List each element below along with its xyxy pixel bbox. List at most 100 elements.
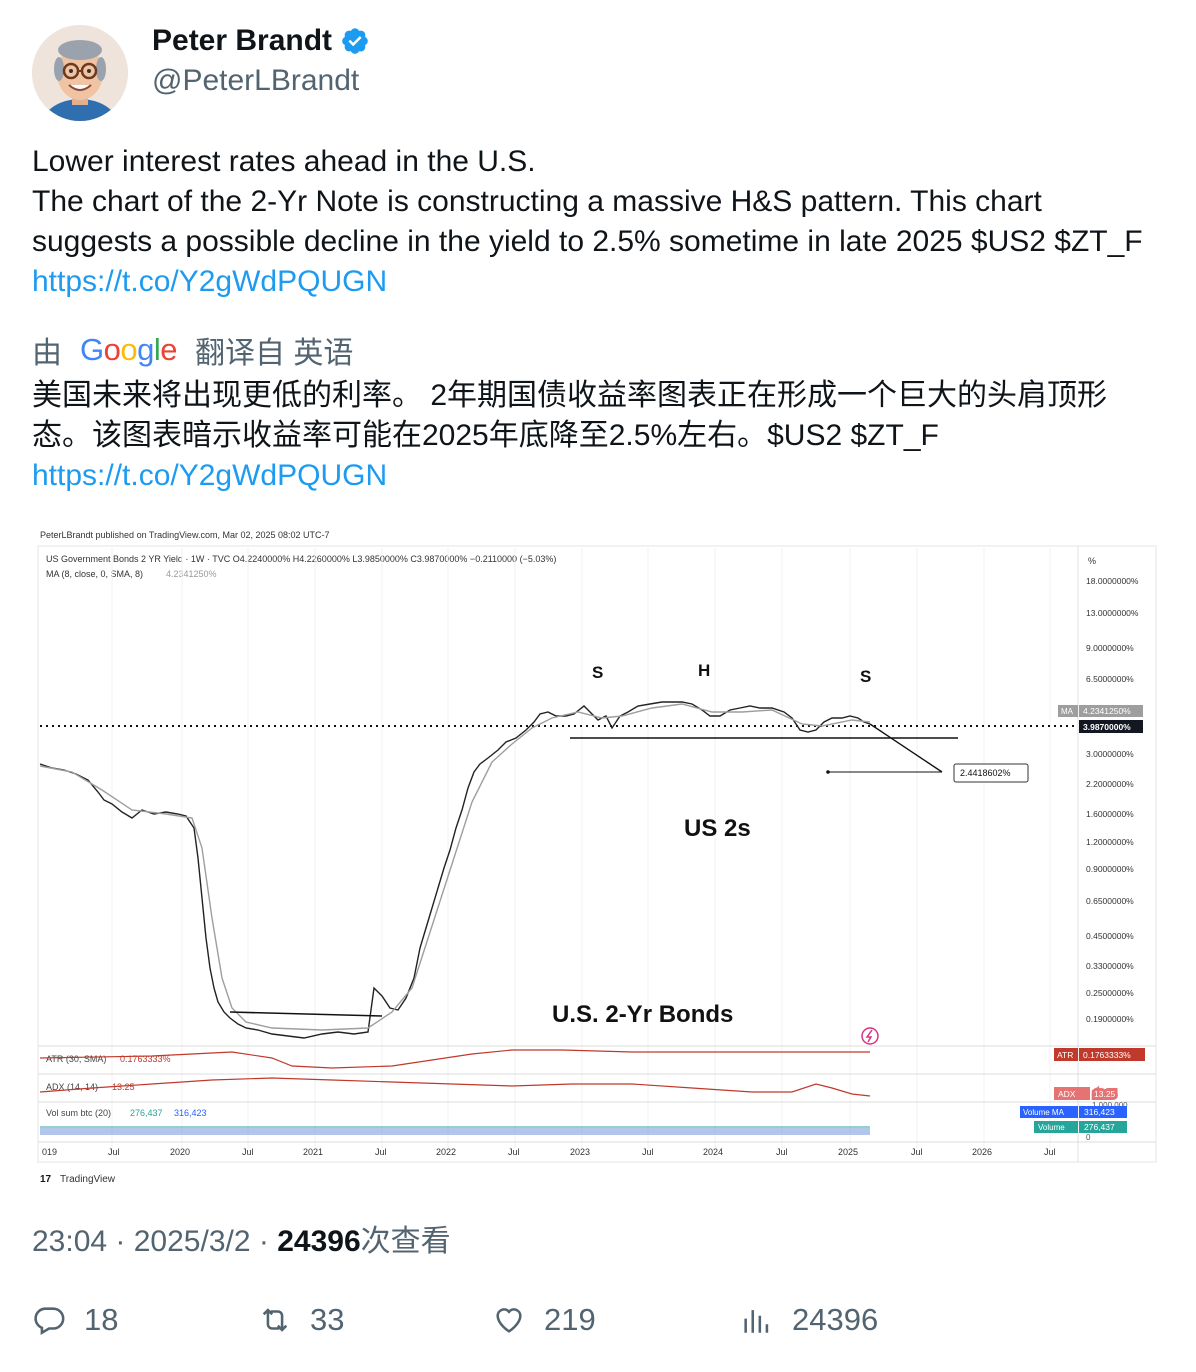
reply-button[interactable]: 18	[32, 1302, 118, 1338]
pattern-s2: S	[860, 667, 871, 686]
target-callout	[953, 763, 1029, 783]
tweet-line-2-text: The chart of the 2-Yr Note is constructi…	[32, 185, 1143, 258]
annotation-2yr-bonds: U.S. 2-Yr Bonds	[552, 1001, 733, 1028]
vol-tag-label: Volume	[1038, 1123, 1065, 1132]
vol-ma-value: 276,437	[130, 1108, 163, 1118]
atr-label: ATR (30, SMA)	[46, 1054, 106, 1064]
pattern-h: H	[698, 661, 710, 680]
heart-icon	[496, 1308, 522, 1333]
author-name[interactable]: Peter Brandt	[152, 24, 370, 58]
like-count: 219	[544, 1302, 596, 1337]
ma-value-tag	[1079, 705, 1143, 717]
last-price-tag	[1079, 720, 1143, 733]
reply-icon	[34, 1307, 65, 1336]
verified-badge-icon	[342, 28, 368, 54]
ma-series	[39, 703, 871, 1031]
y-tick: 13.0000000%	[1086, 608, 1139, 618]
y-tick: 1.2000000%	[1086, 837, 1134, 847]
atr-tag-label: ATR	[1057, 1050, 1073, 1060]
chart-grid	[111, 548, 1051, 1148]
volume-bars	[40, 1128, 870, 1135]
price-series	[39, 701, 871, 1039]
chart-published: PeterLBrandt published on TradingView.co…	[40, 530, 330, 540]
y-tick: 0.4500000%	[1086, 931, 1134, 941]
x-ticks: 019 Jul 2020 Jul 2021 Jul 2022 Jul 2023 …	[42, 1147, 1056, 1157]
x-tick: 2023	[570, 1147, 590, 1157]
hs-projection-line	[869, 723, 943, 773]
vol-axis-tick: 1,000,000	[1092, 1101, 1128, 1110]
y-tick: 0.2500000%	[1086, 988, 1134, 998]
annotation-us2s: US 2s	[684, 815, 751, 842]
x-tick: 2025	[838, 1147, 858, 1157]
chart-frame	[37, 545, 1157, 1163]
translated-text: 美国未来将出现更低的利率。 2年期国债收益率图表正在形成一个巨大的头肩顶形态。该…	[32, 376, 1162, 496]
x-tick: Jul	[1044, 1147, 1056, 1157]
chart-symbol-line: US Government Bonds 2 YR Yield · 1W · TV…	[46, 554, 556, 564]
chart-svg: PeterLBrandt published on TradingView.co…	[37, 530, 1157, 1185]
chart-ma-value: 4.2341250%	[166, 569, 217, 579]
x-tick: Jul	[642, 1147, 654, 1157]
x-tick: Jul	[242, 1147, 254, 1157]
vol-ma-value-tag	[1079, 1106, 1127, 1118]
ma-tag	[1058, 705, 1078, 717]
atr-value: 0.1763333%	[120, 1054, 171, 1064]
y-ticks: 18.0000000% 13.0000000% 9.0000000% 6.500…	[1086, 576, 1139, 1024]
y-tick: 0.3300000%	[1086, 961, 1134, 971]
y-tick: 2.2000000%	[1086, 779, 1134, 789]
translated-body: 美国未来将出现更低的利率。 2年期国债收益率图表正在形成一个巨大的头肩顶形态。该…	[32, 379, 1108, 452]
retweet-button[interactable]: 33	[258, 1302, 344, 1338]
chart-ma-line: MA (8, close, 0, SMA, 8)	[46, 569, 143, 579]
base-line	[229, 1011, 383, 1017]
tradingview-logo: 17	[40, 1174, 52, 1185]
adx-tag-value: 13.25	[1094, 1089, 1116, 1099]
tweet-date[interactable]: 2025/3/2	[133, 1225, 251, 1258]
tweet-link[interactable]: https://t.co/Y2gWdPQUGN	[32, 265, 388, 298]
author-name-text: Peter Brandt	[152, 24, 333, 57]
avatar-illustration	[32, 25, 128, 121]
y-tick: 18.0000000%	[1086, 576, 1139, 586]
vol-value-tag	[1079, 1121, 1127, 1133]
y-tick: 9.0000000%	[1086, 643, 1134, 653]
alert-lightning-icon[interactable]	[861, 1027, 879, 1045]
like-button[interactable]: 219	[492, 1302, 596, 1338]
x-tick: 2021	[303, 1147, 323, 1157]
atr-series	[39, 1049, 870, 1069]
views-button[interactable]: 24396	[740, 1302, 878, 1338]
translated-link[interactable]: https://t.co/Y2gWdPQUGN	[32, 459, 388, 492]
y-tick: 3.0000000%	[1086, 749, 1134, 759]
tweet-line-1: Lower interest rates ahead in the U.S.	[32, 145, 536, 178]
x-tick: 2022	[436, 1147, 456, 1157]
target-callout-text: 2.4418602%	[960, 768, 1011, 778]
adx-tag-label: ADX	[1058, 1089, 1076, 1099]
vol-sum-value: 316,423	[174, 1108, 207, 1118]
y-tick: 0.1900000%	[1086, 1014, 1134, 1024]
views-chart-icon	[744, 1310, 769, 1333]
translated-by[interactable]: 由 Google 翻译自 英语	[32, 328, 353, 372]
lightning-glyph	[865, 1029, 873, 1043]
author-avatar[interactable]	[32, 25, 128, 121]
tradingview-footer: TradingView	[60, 1174, 116, 1185]
y-tick: 6.5000000%	[1086, 674, 1134, 684]
tweet-line-2: The chart of the 2-Yr Note is constructi…	[32, 182, 1162, 302]
retweet-icon	[262, 1308, 288, 1332]
adx-tag	[1054, 1087, 1090, 1100]
x-tick: 2020	[170, 1147, 190, 1157]
vol-ma-tag-label: Volume MA	[1023, 1108, 1065, 1117]
vol-tag	[1034, 1121, 1078, 1133]
adx-label: ADX (14, 14)	[46, 1082, 98, 1092]
view-count-label: 次查看	[360, 1225, 451, 1258]
x-tick: Jul	[911, 1147, 923, 1157]
last-price-text: 3.9870000%	[1083, 722, 1131, 732]
y-tick: 0.9000000%	[1086, 864, 1134, 874]
y-tick: 1.6000000%	[1086, 809, 1134, 819]
x-tick: Jul	[508, 1147, 520, 1157]
vol-zero-tick: 0	[1086, 1133, 1091, 1142]
tweet-time[interactable]: 23:04	[32, 1225, 108, 1258]
action-bar: 18 33 219 24396	[32, 1302, 1162, 1346]
author-handle[interactable]: @PeterLBrandt	[152, 64, 360, 97]
tweet-media-chart[interactable]: PeterLBrandt published on TradingView.co…	[32, 518, 1160, 1194]
google-logo-text: Google	[80, 332, 178, 367]
vol-label: Vol sum btc (20)	[46, 1108, 111, 1118]
y-tick: 0.6500000%	[1086, 896, 1134, 906]
vol-ma-tag	[1020, 1106, 1078, 1118]
